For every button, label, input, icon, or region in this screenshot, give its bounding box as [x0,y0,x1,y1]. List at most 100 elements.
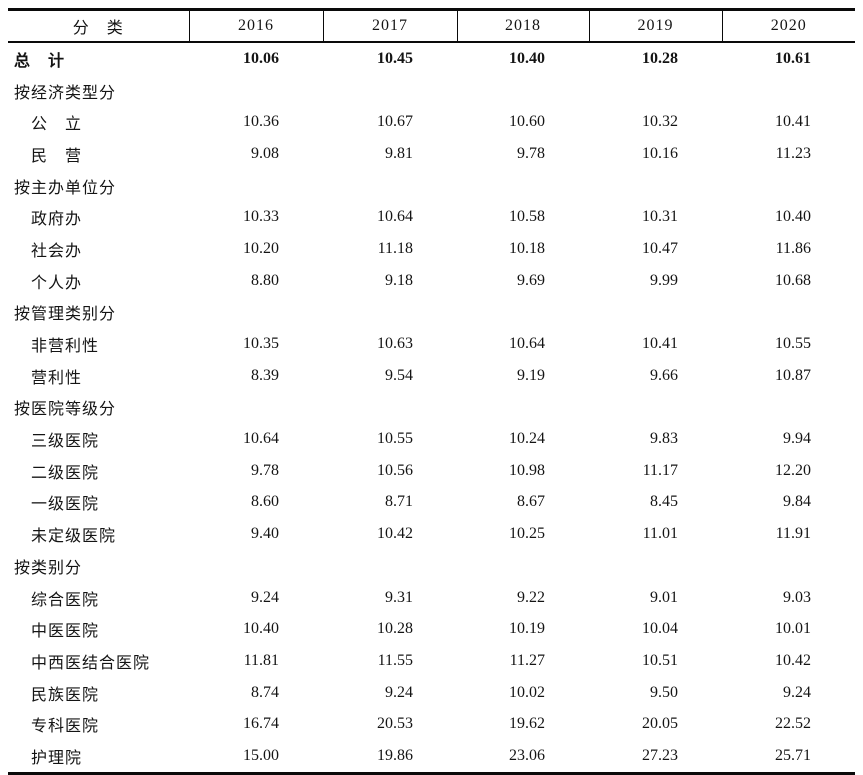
value-cell: 10.64 [509,335,545,353]
section-label: 按类别分 [14,559,83,577]
data-row: 专科医院 16.74 20.53 19.62 20.05 22.52 [8,708,855,740]
value-cell: 10.24 [509,430,545,448]
value-cell: 11.86 [775,239,811,257]
value-cell: 10.45 [377,49,413,67]
value-cell: 10.40 [775,208,811,226]
value-cell: 11.81 [243,651,279,669]
section-label: 按管理类别分 [14,306,117,324]
row-label: 一级医院 [31,496,100,514]
value-cell: 9.83 [650,430,678,448]
value-cell: 9.03 [783,588,811,606]
section-header-row: 按主办单位分 [8,170,855,202]
section-header-row: 按医院等级分 [8,392,855,424]
row-label: 中医医院 [31,623,100,641]
year-column-header: 2020 [721,9,855,43]
value-cell [457,297,589,329]
value-cell [589,75,722,107]
value-cell: 10.58 [509,208,545,226]
value-cell: 10.47 [642,239,678,257]
value-cell: 10.42 [775,651,811,669]
data-row: 政府办 10.33 10.64 10.58 10.31 10.40 [8,201,855,233]
row-label: 民 营 [31,147,83,165]
value-cell [457,75,589,107]
value-cell: 9.01 [650,588,678,606]
data-row: 民 营 9.08 9.81 9.78 10.16 11.23 [8,138,855,170]
value-cell: 10.06 [243,49,279,67]
value-cell: 27.23 [642,746,678,764]
value-cell: 10.40 [243,620,279,638]
value-cell: 9.50 [650,683,678,701]
row-label: 专科医院 [31,718,100,736]
value-cell: 9.24 [783,683,811,701]
value-cell: 10.42 [377,525,413,543]
section-label: 按医院等级分 [14,401,117,419]
value-cell: 9.81 [385,144,413,162]
value-cell [323,170,457,202]
value-cell: 10.61 [775,49,811,67]
row-label: 综合医院 [31,591,100,609]
value-cell [189,170,323,202]
section-label: 按主办单位分 [14,179,117,197]
row-label: 政府办 [31,211,83,229]
year-column-header: 2019 [588,9,722,43]
section-header-row: 按类别分 [8,550,855,582]
value-cell [457,170,589,202]
data-row: 社会办 10.20 11.18 10.18 10.47 11.86 [8,233,855,265]
value-cell: 10.04 [642,620,678,638]
value-cell: 10.35 [243,335,279,353]
value-cell [722,75,855,107]
hospital-statistics-table: 分 类 2016 2017 2018 2019 2020 总 计 10.06 10.45 10… [8,8,855,775]
header-row: 分 类 2016 2017 2018 2019 2020 [8,9,855,43]
value-cell: 10.02 [509,683,545,701]
value-cell: 11.18 [377,239,413,257]
row-label: 非营利性 [31,338,100,356]
value-cell [189,75,323,107]
value-cell: 11.17 [642,461,678,479]
value-cell [722,392,855,424]
value-cell: 10.40 [509,49,545,67]
value-cell: 10.51 [642,651,678,669]
value-cell [722,550,855,582]
value-cell [189,297,323,329]
value-cell [323,550,457,582]
row-label: 公 立 [31,116,83,134]
value-cell: 25.71 [775,746,811,764]
row-label: 个人办 [31,274,83,292]
value-cell: 11.01 [642,525,678,543]
section-label: 按经济类型分 [14,84,117,102]
row-label: 中西医结合医院 [31,654,151,672]
value-cell: 11.55 [377,651,413,669]
data-row: 个人办 8.80 9.18 9.69 9.99 10.68 [8,265,855,297]
value-cell: 22.52 [775,715,811,733]
value-cell: 9.19 [517,366,545,384]
value-cell: 10.64 [377,208,413,226]
value-cell [589,392,722,424]
value-cell: 9.08 [251,144,279,162]
value-cell: 8.80 [251,271,279,289]
value-cell [722,297,855,329]
value-cell: 10.01 [775,620,811,638]
value-cell: 9.78 [251,461,279,479]
value-cell [589,297,722,329]
value-cell: 10.55 [377,430,413,448]
row-label: 民族医院 [31,686,100,704]
section-header-row: 按经济类型分 [8,75,855,107]
value-cell: 9.31 [385,588,413,606]
value-cell: 10.67 [377,113,413,131]
value-cell: 9.78 [517,144,545,162]
value-cell: 20.05 [642,715,678,733]
value-cell: 8.71 [385,493,413,511]
data-row: 中西医结合医院 11.81 11.55 11.27 10.51 10.42 [8,645,855,677]
value-cell: 9.99 [650,271,678,289]
value-cell: 11.91 [775,525,811,543]
value-cell: 10.20 [243,239,279,257]
data-row: 总 计 10.06 10.45 10.40 10.28 10.61 [8,42,855,75]
row-label: 总 计 [14,52,66,70]
value-cell: 8.39 [251,366,279,384]
value-cell: 8.45 [650,493,678,511]
row-label: 未定级医院 [31,528,117,546]
value-cell: 10.64 [243,430,279,448]
data-row: 公 立 10.36 10.67 10.60 10.32 10.41 [8,106,855,138]
value-cell: 10.68 [775,271,811,289]
value-cell: 19.62 [509,715,545,733]
